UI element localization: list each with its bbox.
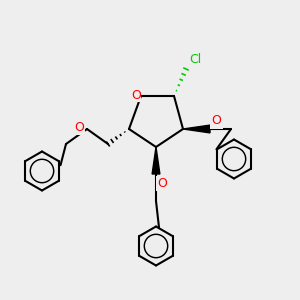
Polygon shape bbox=[183, 125, 210, 133]
Text: O: O bbox=[158, 177, 167, 190]
Text: O: O bbox=[212, 115, 221, 128]
Text: O: O bbox=[74, 121, 84, 134]
Text: O: O bbox=[132, 89, 141, 103]
Polygon shape bbox=[152, 147, 160, 174]
Text: Cl: Cl bbox=[189, 53, 201, 66]
